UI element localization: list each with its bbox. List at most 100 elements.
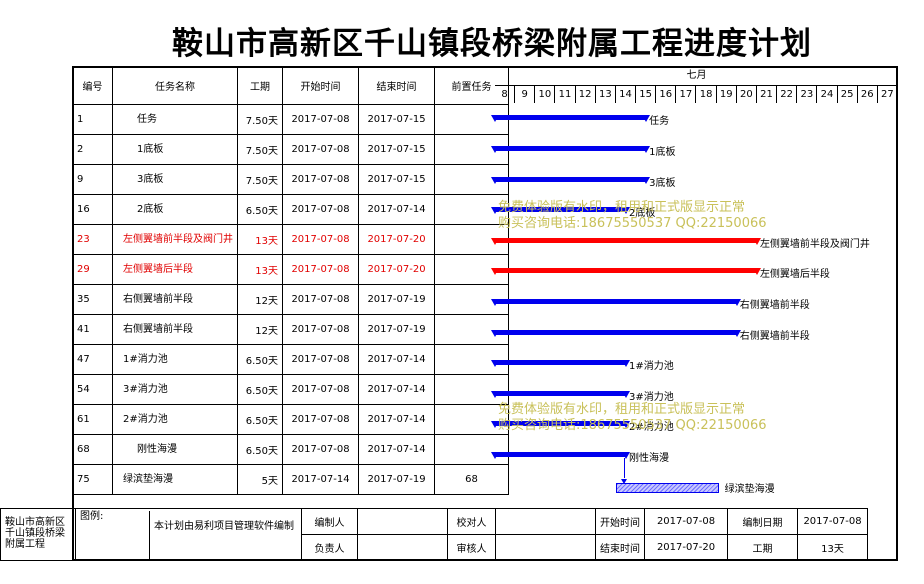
task-pred xyxy=(434,434,509,465)
date-label: 编制日期 xyxy=(727,508,798,535)
day-tick: 14 xyxy=(616,86,637,103)
compiler-label: 编制人 xyxy=(301,508,358,535)
day-tick: 10 xyxy=(535,86,556,103)
task-start: 2017-07-08 xyxy=(282,434,359,465)
start-label: 开始时间 xyxy=(595,508,645,535)
compiler-value xyxy=(357,508,448,535)
task-duration: 6.50天 xyxy=(237,344,283,375)
gantt-bar-label: 左侧翼墙前半段及阀门井 xyxy=(759,238,870,250)
day-tick: 23 xyxy=(797,86,818,103)
month-label: 七月 xyxy=(495,68,898,86)
gantt-bar-label: 绿滨垫海漫 xyxy=(724,483,775,495)
task-name: 左侧翼墙后半段 xyxy=(112,254,238,285)
gantt-bar xyxy=(490,115,651,123)
header-end: 结束时间 xyxy=(358,66,435,105)
owner-value xyxy=(357,534,448,561)
gantt-bar-summary xyxy=(615,482,719,493)
task-end: 2017-07-14 xyxy=(358,404,435,435)
table-row: 75 绿滨垫海漫 5天 2017-07-14 2017-07-19 68 xyxy=(72,464,509,495)
task-end: 2017-07-15 xyxy=(358,134,435,165)
gantt-bar xyxy=(491,360,630,368)
task-end: 2017-07-14 xyxy=(358,434,435,465)
gantt-bar-label: 任务 xyxy=(649,116,670,128)
task-duration: 6.50天 xyxy=(237,374,283,405)
task-start: 2017-07-08 xyxy=(282,194,359,225)
owner-label: 负责人 xyxy=(301,534,358,561)
gantt-bar-label: 右侧翼墙前半段 xyxy=(739,299,810,311)
day-tick: 12 xyxy=(576,86,596,103)
day-tick: 13 xyxy=(596,86,616,103)
gantt-bar xyxy=(491,268,761,276)
reviewer-label: 审核人 xyxy=(447,534,496,561)
task-pred xyxy=(434,404,509,435)
task-name: 绿滨垫海漫 xyxy=(112,464,238,495)
day-tick: 25 xyxy=(838,86,858,103)
table-row: 68 刚性海漫 6.50天 2017-07-08 2017-07-14 xyxy=(72,434,509,465)
dependency-line xyxy=(623,457,625,479)
gantt-bar xyxy=(491,298,741,306)
day-tick: 16 xyxy=(656,86,677,103)
task-start: 2017-07-08 xyxy=(282,104,359,135)
table-row: 1 任务 7.50天 2017-07-08 2017-07-15 xyxy=(72,104,509,135)
gantt-bar xyxy=(491,421,630,429)
day-tick: 20 xyxy=(737,86,757,103)
day-tick: 19 xyxy=(717,86,737,103)
table-row: 2 1底板 7.50天 2017-07-08 2017-07-15 xyxy=(72,134,509,165)
gantt-bar xyxy=(491,390,630,398)
table-row: 61 2#消力池 6.50天 2017-07-08 2017-07-14 xyxy=(72,404,509,435)
task-name: 1#消力池 xyxy=(112,344,238,375)
task-start: 2017-07-08 xyxy=(282,344,359,375)
day-tick: 26 xyxy=(858,86,878,103)
table-row: 23 左侧翼墙前半段及阀门井 13天 2017-07-08 2017-07-20 xyxy=(72,224,509,255)
table-row: 9 3底板 7.50天 2017-07-08 2017-07-15 xyxy=(72,164,509,195)
checker-value xyxy=(495,508,596,535)
task-end: 2017-07-19 xyxy=(358,314,435,345)
reviewer-value xyxy=(495,534,596,561)
page-title: 鞍山市高新区千山镇段桥梁附属工程进度计划 xyxy=(172,26,812,62)
task-pred: 68 xyxy=(434,464,509,495)
start-value: 2017-07-08 xyxy=(644,508,728,535)
task-duration: 6.50天 xyxy=(237,404,283,435)
gantt-bar xyxy=(491,207,630,215)
date-value: 2017-07-08 xyxy=(797,508,868,535)
watermark-2: 免费体验版有水印，租用和正式版显示正常 购买咨询电话:18675550537 Q… xyxy=(498,402,767,433)
duration-value: 13天 xyxy=(797,534,868,561)
task-id: 29 xyxy=(72,254,113,285)
table-row: 16 2底板 6.50天 2017-07-08 2017-07-14 xyxy=(72,194,509,225)
gantt-bar-label: 1底板 xyxy=(649,146,676,158)
legend-label: 图例: xyxy=(80,511,150,559)
task-name: 2#消力池 xyxy=(112,404,238,435)
task-duration: 12天 xyxy=(237,284,283,315)
footer-table: 鞍山市高新区千山镇段桥梁附属工程 图例: 本计划由易利项目管理软件编制 编制人 … xyxy=(0,508,868,561)
gantt-bar-label: 3#消力池 xyxy=(628,391,674,403)
gantt-bar xyxy=(491,329,741,337)
software-note: 本计划由易利项目管理软件编制 xyxy=(154,521,294,532)
chart-frame xyxy=(72,66,898,561)
table-header: 编号 任务名称 工期 开始时间 结束时间 前置任务 xyxy=(72,66,509,105)
task-start: 2017-07-08 xyxy=(282,254,359,285)
day-tick: 8 xyxy=(495,86,516,103)
task-end: 2017-07-14 xyxy=(358,194,435,225)
gantt-bar-label: 2底板 xyxy=(628,208,656,220)
gantt-bar-label: 左侧翼墙后半段 xyxy=(759,269,830,281)
day-tick: 22 xyxy=(777,86,798,103)
task-end: 2017-07-19 xyxy=(358,464,435,495)
task-start: 2017-07-14 xyxy=(282,464,359,495)
day-tick: 18 xyxy=(697,86,717,103)
table-row: 47 1#消力池 6.50天 2017-07-08 2017-07-14 xyxy=(72,344,509,375)
gantt-bar-label: 1#消力池 xyxy=(628,361,674,373)
footer-legend-note: 图例: 本计划由易利项目管理软件编制 xyxy=(75,508,302,561)
task-start: 2017-07-08 xyxy=(282,284,359,315)
task-start: 2017-07-08 xyxy=(282,314,359,345)
gantt-bar-label: 刚性海漫 xyxy=(628,452,669,464)
end-value: 2017-07-20 xyxy=(644,534,728,561)
day-tick: 9 xyxy=(515,86,536,103)
task-duration: 7.50天 xyxy=(237,134,283,165)
gantt-bar-label: 3底板 xyxy=(649,177,676,189)
gantt-bar-label: 2#消力池 xyxy=(628,422,674,434)
gantt-bar xyxy=(490,176,651,184)
day-tick: 11 xyxy=(555,86,576,103)
gantt-timescale: 七月 8 9 10 11 12 13 14 15 16 17 18 19 20 21 22 23 24 25 26 2… xyxy=(495,66,898,104)
task-duration: 5天 xyxy=(237,464,283,495)
day-tick: 15 xyxy=(636,86,657,103)
